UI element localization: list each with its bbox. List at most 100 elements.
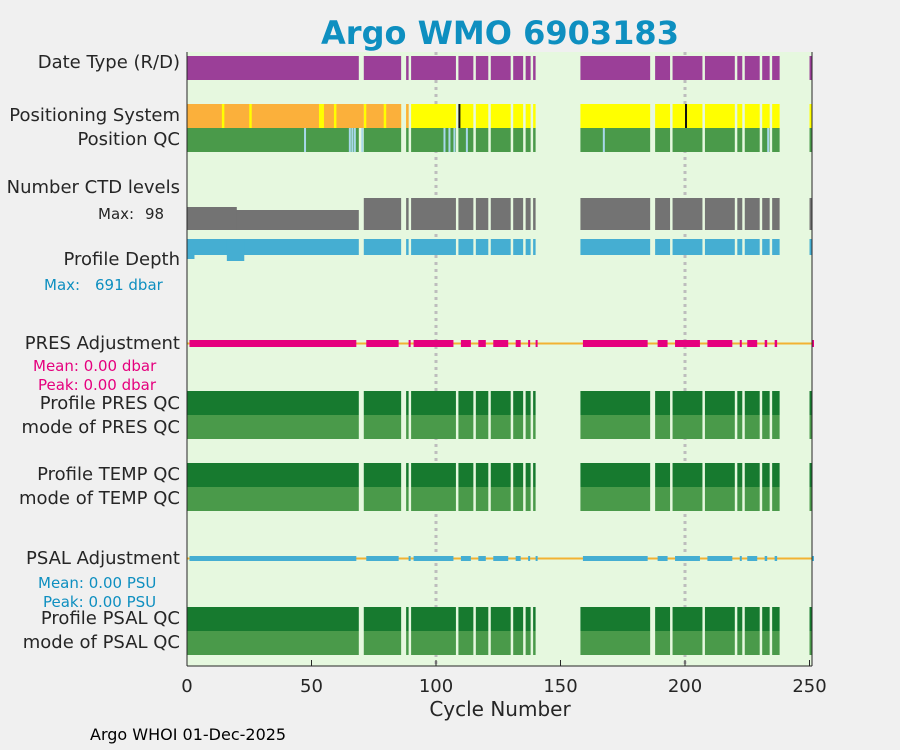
positioning-segment-5 — [475, 104, 489, 128]
position-qc-segment-5 — [475, 128, 489, 152]
profile-psal-qc-segment-14 — [737, 607, 743, 631]
positioning-orange-2 — [251, 104, 319, 128]
row-label-profile-depth: Profile Depth — [63, 249, 180, 270]
profile-psal-qc-segment-8 — [525, 607, 531, 631]
pres-adjustment-segment-5 — [478, 340, 486, 347]
psal-adjustment-segment-9 — [535, 556, 538, 561]
profile-depth-segment-14 — [737, 239, 743, 255]
pres-peak: Peak: 0.00 dbar — [38, 376, 157, 394]
mode-pres-qc-segment-12 — [672, 415, 703, 439]
profile-pres-qc-segment-4 — [458, 391, 474, 415]
pres-adjustment-segment-16 — [764, 340, 768, 347]
x-tick-label-200: 200 — [668, 676, 702, 697]
mode-psal-qc-segment-13 — [704, 631, 735, 655]
profile-pres-qc-segment-6 — [490, 391, 511, 415]
profile-depth-segment-1 — [363, 239, 402, 255]
pres-adjustment-segment-4 — [460, 340, 471, 347]
position-qc-segment-0 — [187, 128, 359, 152]
mode-psal-qc-segment-17 — [772, 631, 780, 655]
profile-psal-qc-segment-12 — [672, 607, 703, 631]
date-type-segment-14 — [737, 56, 743, 80]
mode-pres-qc-segment-16 — [762, 415, 770, 439]
mode-pres-qc-segment-4 — [458, 415, 474, 439]
mode-pres-qc-segment-1 — [363, 415, 402, 439]
ctd-levels-segment-16 — [762, 198, 770, 230]
ctd-levels-segment-1 — [363, 198, 402, 230]
mode-psal-qc-segment-14 — [737, 631, 743, 655]
mode-psal-qc-segment-9 — [533, 631, 536, 655]
profile-pres-qc-segment-5 — [475, 391, 489, 415]
mode-temp-qc-segment-3 — [411, 487, 456, 511]
ctd-levels-segment-9 — [533, 198, 536, 230]
pres-adjustment-segment-10 — [582, 340, 648, 347]
ctd-levels-segment-12 — [672, 198, 703, 230]
profile-psal-qc-segment-10 — [580, 607, 651, 631]
positioning-orange-6 — [386, 104, 402, 128]
pres-adjustment-segment-8 — [528, 340, 531, 347]
psal-peak: Peak: 0.00 PSU — [43, 593, 157, 611]
position-qc-light-1 — [348, 128, 351, 152]
position-qc-segment-8 — [525, 128, 531, 152]
profile-depth-dip — [226, 239, 245, 261]
mode-temp-qc-segment-11 — [655, 487, 671, 511]
date-type-segment-8 — [525, 56, 531, 80]
mode-psal-qc-segment-3 — [411, 631, 456, 655]
profile-psal-qc-segment-3 — [411, 607, 456, 631]
positioning-segment-9 — [533, 104, 536, 128]
mode-psal-qc-segment-2 — [406, 631, 409, 655]
mode-temp-qc-segment-7 — [513, 487, 524, 511]
profile-pres-qc-segment-1 — [363, 391, 402, 415]
profile-depth-segment-6 — [490, 239, 511, 255]
profile-psal-qc-segment-6 — [490, 607, 511, 631]
x-tick-label-0: 0 — [181, 676, 192, 697]
ctd-levels-early — [187, 207, 237, 230]
positioning-segment-13 — [704, 104, 735, 128]
mode-temp-qc-segment-1 — [363, 487, 402, 511]
mode-temp-qc-segment-10 — [580, 487, 651, 511]
mode-temp-qc-segment-4 — [458, 487, 474, 511]
ctd-levels-segment-15 — [744, 198, 760, 230]
mode-pres-qc-segment-6 — [490, 415, 511, 439]
date-type-segment-6 — [490, 56, 511, 80]
psal-adjustment-segment-6 — [493, 556, 509, 561]
ctd-levels-segment-7 — [513, 198, 524, 230]
profile-temp-qc-segment-10 — [580, 463, 651, 487]
psal-adjustment-segment-8 — [528, 556, 531, 561]
profile-psal-qc-segment-5 — [475, 607, 489, 631]
mode-pres-qc-segment-8 — [525, 415, 531, 439]
profile-psal-qc-segment-1 — [363, 607, 402, 631]
pres-adjustment-segment-7 — [515, 340, 521, 347]
profile-depth-segment-2 — [406, 239, 409, 255]
profile-temp-qc-segment-1 — [363, 463, 402, 487]
profile-depth-segment-4 — [458, 239, 474, 255]
positioning-segment-15 — [744, 104, 760, 128]
mode-temp-qc-segment-15 — [744, 487, 760, 511]
mode-pres-qc-segment-10 — [580, 415, 651, 439]
mode-temp-qc-segment-12 — [672, 487, 703, 511]
date-type-segment-9 — [533, 56, 536, 80]
profile-temp-qc-segment-14 — [737, 463, 743, 487]
pres-adjustment-segment-11 — [657, 340, 668, 347]
mode-psal-qc-segment-15 — [744, 631, 760, 655]
psal-adjustment-segment-13 — [707, 556, 733, 561]
position-qc-light-3 — [353, 128, 356, 152]
position-qc-segment-2 — [406, 128, 409, 152]
mode-pres-qc-segment-9 — [533, 415, 536, 439]
position-qc-light-7 — [453, 128, 456, 152]
position-qc-segment-1 — [363, 128, 402, 152]
row-label-date-type: Date Type (R/D) — [37, 52, 180, 73]
chart-marks — [187, 56, 814, 655]
positioning-segment-14 — [737, 104, 743, 128]
position-qc-segment-14 — [737, 128, 743, 152]
mode-temp-qc-segment-9 — [533, 487, 536, 511]
profile-temp-qc-segment-18 — [809, 463, 812, 487]
profile-psal-qc-segment-18 — [809, 607, 812, 631]
chart-title: Argo WMO 6903183 — [321, 14, 679, 52]
profile-depth-segment-15 — [744, 239, 760, 255]
row-label-mode-temp-qc: mode of TEMP QC — [18, 488, 180, 509]
profile-pres-qc-segment-2 — [406, 391, 409, 415]
positioning-orange-0 — [187, 104, 222, 128]
profile-temp-qc-segment-8 — [525, 463, 531, 487]
date-type-segment-17 — [772, 56, 780, 80]
positioning-segment-18 — [809, 104, 812, 128]
